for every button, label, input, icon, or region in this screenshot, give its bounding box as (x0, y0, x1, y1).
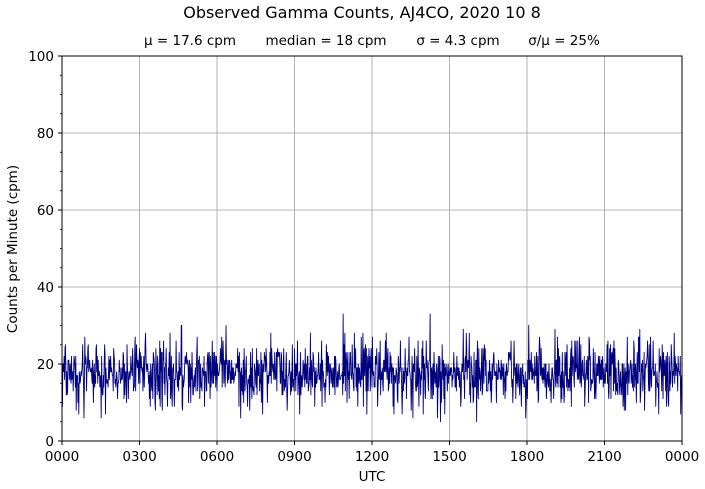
x-tick-label: 0900 (277, 449, 311, 465)
subtitle-median: median = 18 cpm (265, 33, 386, 49)
y-axis-label: Counts per Minute (cpm) (5, 165, 21, 333)
x-tick-label: 2100 (587, 449, 621, 465)
subtitle-cv: σ/μ = 25% (528, 33, 600, 49)
x-tick-label: 1500 (432, 449, 466, 465)
x-tick-label: 0300 (122, 449, 156, 465)
chart-title: Observed Gamma Counts, AJ4CO, 2020 10 8 (183, 3, 541, 22)
y-tick-label: 80 (37, 126, 54, 142)
x-tick-label: 0600 (200, 449, 234, 465)
x-tick-label: 0000 (665, 449, 699, 465)
x-tick-label: 0000 (45, 449, 79, 465)
y-tick-label: 20 (37, 357, 54, 373)
x-axis-ticks: 0000 0300 0600 0900 1200 1500 1800 2100 0000 (45, 441, 699, 465)
data-series (61, 313, 683, 423)
series-line (61, 313, 683, 423)
subtitle-mean: μ = 17.6 cpm (144, 33, 236, 49)
y-tick-label: 100 (28, 49, 54, 65)
x-tick-label: 1800 (510, 449, 544, 465)
y-tick-label: 60 (37, 203, 54, 219)
subtitle-sigma: σ = 4.3 cpm (416, 33, 499, 49)
x-tick-label: 1200 (355, 449, 389, 465)
x-axis-label: UTC (359, 469, 386, 485)
minor-ticks (60, 74, 62, 423)
grid-lines (62, 56, 682, 441)
y-tick-label: 40 (37, 280, 54, 296)
y-tick-label: 0 (45, 434, 54, 450)
y-axis-ticks: 0 20 40 60 80 100 (28, 49, 62, 450)
